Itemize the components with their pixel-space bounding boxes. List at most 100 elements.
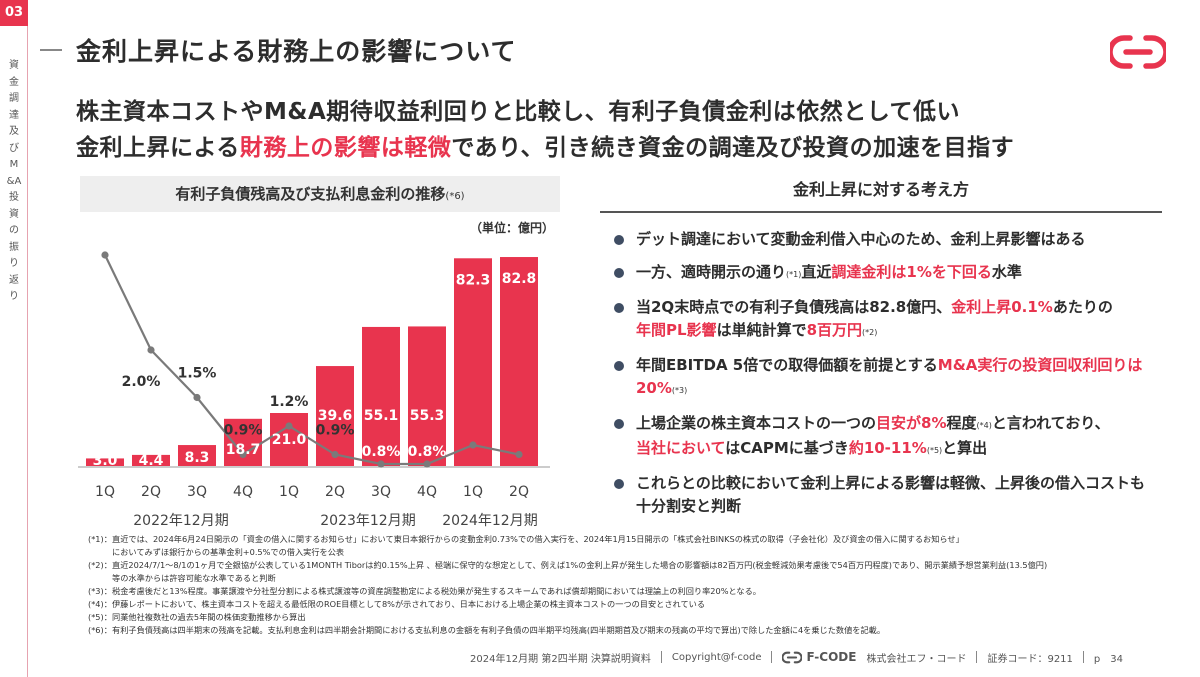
footer-copyright: Copyright@f-code [671,651,762,663]
footer-page-number: p 34 [1093,653,1123,665]
rate-point [469,441,477,449]
bullet-cost-of-equity: 上場企業の株主資本コストの一つの目安が8%程度(*4)と言われており、 当社におい… [612,412,1152,462]
footnote-text: 有利子負債残高は四半期末の残高を記載。支払利息金利は四半期会計期間における支払利… [112,625,886,635]
rate-value-label: 1.0% [454,473,493,489]
footnote-text: 伊藤レポートにおいて、株主資本コストを超える最低限のROE目標として8%が示され… [112,599,706,609]
rate-point [193,393,201,402]
footnote-key: (*2)： [88,560,112,570]
footnotes: (*1)： 直近では、2024年6月24日開示の「資金の借入に関するお知らせ」にお… [88,533,1188,637]
bar-value-label: 55.3 [410,408,445,424]
chart-heading-text: 有利子負債残高及び支払利息金利の推移 [175,185,446,203]
section-label: 資金調達及びM&A投資の振り返り [6,60,22,302]
rate-point [239,450,247,459]
bar-value-label: 4.4 [139,453,164,469]
rate-point [285,422,293,430]
footnote-key: (*3)： [88,586,112,596]
footnote-text: 直近では、2024年6月24日開示の「資金の借入に関するお知らせ」において東日本… [112,534,964,544]
footnote-row: 等の水準からは許容可能な水準であると判断 [88,572,1188,585]
headline-line-2: 金利上昇による財務上の影響は軽微であり、引き続き資金の調達及び投資の加速を目指す [76,128,1014,162]
bar [454,258,492,466]
bullet-recent-rate: 一方、適時開示の通り(*1)直近調達金利は1%を下回る水準 [612,261,1152,286]
x-tick-label: 3Q [371,484,391,500]
footnote-row: (*2)： 直近2024/7/1～8/1の1ヶ月で全銀協が公表している1MONTH… [88,559,1188,572]
chart-heading: 有利子負債残高及び支払利息金利の推移(*6) [80,176,560,212]
headline-line-2-a: 金利上昇による [76,135,240,161]
x-tick-label: 4Q [417,484,437,500]
bar-value-label: 3.0 [93,453,118,469]
rate-value-label: 1.2% [270,394,309,410]
footnote-key: (*5)： [88,612,112,622]
rate-value-label: 0.9% [500,483,539,499]
rate-value-label: 0.9% [224,423,263,439]
period-label-2022: 2022年12月期 [133,513,229,529]
rate-line [104,254,520,466]
debt-interest-chart: 3.04.48.318.721.039.655.155.382.382.83.0… [78,251,550,500]
footer-brand: F-CODE [806,650,857,664]
bar-value-label: 82.8 [502,271,537,287]
footnote-row: (*4)： 伊藤レポートにおいて、株主資本コストを超える最低限のROE目標として8… [88,598,1188,611]
footnote-text: においてみずほ銀行からの基準金利+0.5%での借入実行を公表 [112,547,345,557]
x-tick-label: 1Q [95,484,115,500]
footer-company: 株式会社エフ・コード [866,653,967,665]
x-tick-label: 2Q [509,484,529,500]
approach-list: デット調達において変動金利借入中心のため、金利上昇影響はある 一方、適時開示の通… [612,228,1152,528]
footer: 2024年12月期 第2四半期 決算説明資料 Copyright@f-code … [470,648,1190,666]
headline-line-2-b: であり、引き続き資金の調達及び投資の加速を目指す [451,135,1015,161]
period-label-2023: 2023年12月期 [320,513,416,529]
rate-value-label: 0.8% [408,444,447,460]
bar-value-label: 21.0 [272,432,307,448]
bullet-ma-yield: 年間EBITDA 5倍での取得価額を前提とするM&A実行の投資回収利回りは20%… [612,354,1152,402]
rate-point [423,460,431,468]
bullet-floating-rate: デット調達において変動金利借入中心のため、金利上昇影響はある [612,228,1152,251]
footnote-row: (*3)： 税金考慮後だと13%程度。事業譲渡や分社型分割による株式譲渡等の資産調… [88,585,1188,598]
footer-logo-icon [782,651,803,663]
rate-point [147,346,155,354]
rate-point [101,251,109,259]
footnote-key: (*1)： [88,534,112,544]
bar-value-label: 8.3 [185,450,210,466]
chart-heading-note: (*6) [445,191,465,202]
side-tab: 03 資金調達及びM&A投資の振り返り [0,0,28,677]
bar [500,257,538,466]
x-tick-label: 4Q [233,484,253,500]
headline-line-1: 株主資本コストやM&A期待収益利回りと比較し、有利子負債金利は依然として低い [76,99,961,125]
bar [132,454,170,466]
footnote-row: (*5)： 同業他社複数社の過去5年間の株価変動推移から算出 [88,611,1188,624]
bar [224,418,262,466]
section-number: 03 [0,0,28,26]
page-title: 金利上昇による財務上の影響について [76,37,517,66]
bar [316,366,354,466]
bar [178,445,216,466]
rate-value-label: 0.8% [362,444,401,460]
bar-value-label: 82.3 [456,272,491,288]
title-dash [40,49,62,51]
footnote-text: 税金考慮後だと13%程度。事業譲渡や分社型分割による株式譲渡等の資産調整勘定によ… [112,586,761,596]
footer-document: 2024年12月期 第2四半期 決算説明資料 [470,653,651,665]
bar [270,413,308,466]
x-tick-label: 2Q [325,484,345,500]
rate-value-label: 0.9% [316,423,355,439]
x-tick-label: 1Q [463,484,483,500]
bar-value-label: 18.7 [226,442,261,458]
rate-point [377,460,385,468]
bar-value-label: 55.1 [364,408,399,424]
footnote-key: (*4)： [88,599,112,609]
footnote-key [88,572,112,585]
approach-divider [600,211,1162,213]
footer-stock-code: 証券コード：9211 [987,653,1073,665]
rate-value-label: 1.5% [178,366,217,382]
footnote-text: 等の水準からは許容可能な水準であると判断 [112,573,276,583]
footnote-text: 同業他社複数社の過去5年間の株価変動推移から算出 [112,612,306,622]
footnote-row: においてみずほ銀行からの基準金利+0.5%での借入実行を公表 [88,546,1188,559]
footnote-row: (*1)： 直近では、2024年6月24日開示の「資金の借入に関するお知らせ」にお… [88,533,1188,546]
headline-line-2-red: 財務上の影響は軽微 [239,135,452,161]
fcode-logo-icon [1110,35,1166,69]
footnote-row: (*6)： 有利子負債残高は四半期末の残高を記載。支払利息金利は四半期会計期間にお… [88,624,1188,637]
x-tick-label: 2Q [141,484,161,500]
bar [362,326,400,466]
bar [408,326,446,466]
approach-heading: 金利上昇に対する考え方 [792,180,969,199]
bar [86,458,124,466]
footnote-text: 直近2024/7/1～8/1の1ヶ月で全銀協が公表している1MONTH Tibo… [112,560,1048,570]
chart-unit: （単位：億円） [470,221,555,235]
